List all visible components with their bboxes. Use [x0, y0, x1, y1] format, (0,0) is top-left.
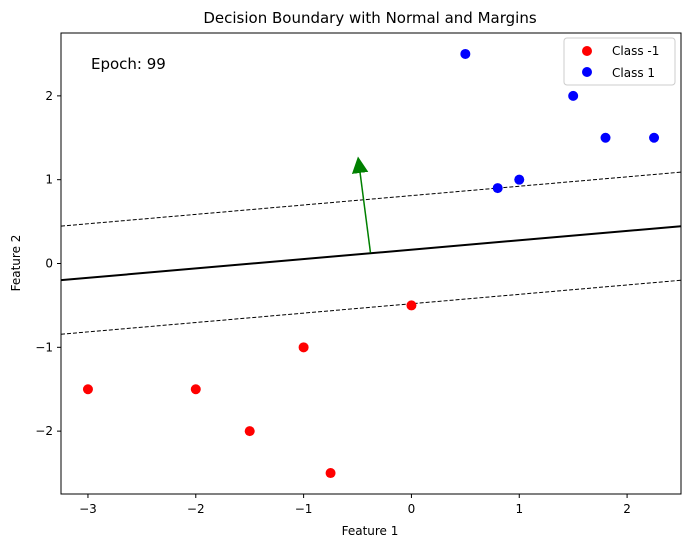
data-point-series-1-5 — [649, 132, 660, 143]
lower-margin-line — [61, 279, 681, 335]
y-tick-label: −1 — [35, 340, 53, 354]
data-point-series-0-5 — [406, 300, 417, 311]
x-tick-label: −1 — [295, 502, 313, 516]
legend-marker-class-neg1 — [582, 46, 592, 56]
x-tick-label: 2 — [623, 502, 631, 516]
legend: Class -1 Class 1 — [563, 37, 676, 86]
y-tick-label: 2 — [45, 89, 53, 103]
y-tick-label: −2 — [35, 424, 53, 438]
legend-label-class-neg1: Class -1 — [612, 44, 659, 58]
upper-margin-line — [61, 171, 681, 227]
legend-label-class-1: Class 1 — [612, 66, 655, 80]
legend-marker-class-1 — [582, 67, 592, 77]
data-point-series-1-2 — [514, 174, 525, 185]
normal-vector-arrow — [351, 156, 372, 253]
plot-area — [60, 32, 682, 495]
data-point-series-0-0 — [82, 384, 93, 395]
plot-clip-group — [61, 48, 681, 479]
x-tick-label: 0 — [408, 502, 416, 516]
data-point-series-0-3 — [298, 342, 309, 353]
data-point-series-0-1 — [190, 384, 201, 395]
data-point-series-1-0 — [460, 48, 471, 59]
y-axis-label: Feature 2 — [9, 235, 23, 292]
chart-title: Decision Boundary with Normal and Margin… — [203, 9, 536, 27]
decision-boundary-line — [61, 225, 681, 282]
epoch-annotation: Epoch: 99 — [91, 55, 166, 73]
data-point-series-0-2 — [244, 426, 255, 437]
y-tick-label: 1 — [45, 173, 53, 187]
x-tick-label: 1 — [515, 502, 523, 516]
axis-ticks: −3 −2 −1 0 1 2 −2 −1 0 1 2 — [35, 89, 631, 516]
x-axis-label: Feature 1 — [342, 524, 399, 538]
data-point-series-1-1 — [492, 183, 503, 194]
plot-background — [61, 33, 681, 494]
data-point-series-0-4 — [325, 468, 336, 479]
x-tick-label: −2 — [187, 502, 205, 516]
y-tick-label: 0 — [45, 257, 53, 271]
data-point-series-1-4 — [600, 132, 611, 143]
x-tick-label: −3 — [79, 502, 97, 516]
data-point-series-1-3 — [568, 90, 579, 101]
